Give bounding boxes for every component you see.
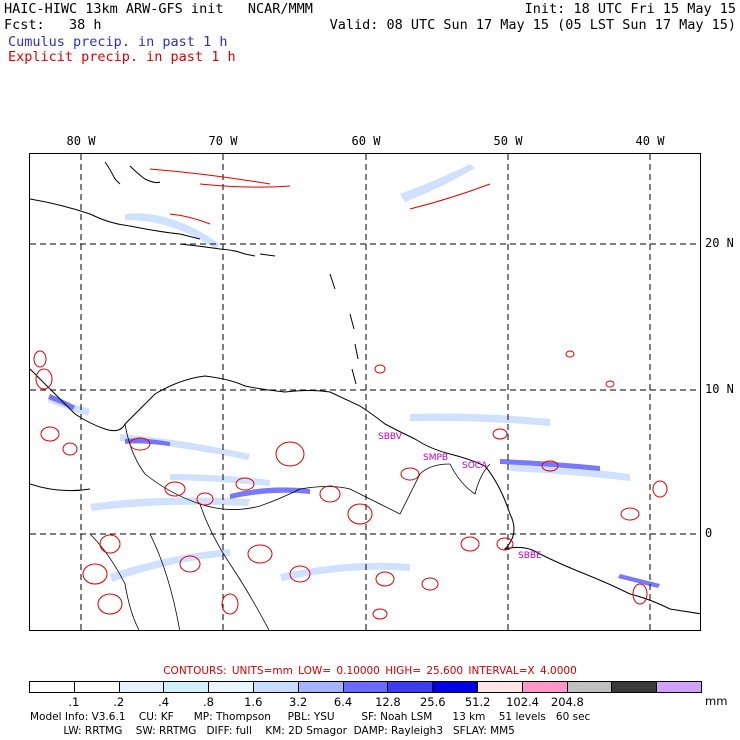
colorbar-swatch (343, 682, 389, 692)
lat-label-10n: 10 N (705, 382, 734, 396)
station-label-soca: SOCA (462, 461, 488, 471)
colorbar-tick-label: 3.2 (289, 695, 308, 709)
colorbar-swatch (522, 682, 568, 692)
colorbar-tick-label: 25.6 (419, 695, 446, 709)
lat-label-20n: 20 N (705, 236, 734, 250)
coastlines (30, 161, 700, 615)
lon-label-40w: 40 W (635, 134, 665, 148)
cumulus-precip-shading (48, 164, 630, 582)
explicit-precip-contours (33, 168, 668, 620)
colorbar-swatch (567, 682, 613, 692)
colorbar-tick-label: .4 (158, 695, 170, 709)
colorbar-swatch (209, 682, 254, 692)
colorbar-swatch (612, 682, 658, 692)
colorbar (29, 681, 702, 693)
colorbar-swatch (253, 682, 299, 692)
colorbar-swatch (119, 682, 165, 692)
colorbar-swatch (388, 682, 434, 692)
colorbar-tick-label: .1 (68, 695, 80, 709)
station-label-smpb: SMPB (423, 453, 448, 463)
colorbar-tick-label: 12.8 (375, 695, 401, 709)
colorbar-swatch (433, 682, 478, 692)
colorbar-tick-label: 6.4 (333, 695, 353, 709)
colorbar-tick-label: 1.6 (244, 695, 263, 709)
colorbar-swatch (657, 682, 701, 692)
cumulus-precip-strong (48, 394, 660, 588)
legend-cumulus: Cumulus precip. in past 1 h (8, 34, 228, 50)
map-panel: SBBV SMPB SOCA SBBE (29, 153, 701, 631)
lon-label-80w: 80 W (66, 134, 96, 148)
model-info-line2: LW: RRTMG SW: RRTMG DIFF: full KM: 2D Sm… (30, 725, 515, 737)
colorbar-tick-label: .8 (202, 695, 214, 709)
station-label-sbbe: SBBE (518, 551, 542, 561)
lat-label-0: 0 (705, 526, 713, 540)
forecast-hour: Fcst: 38 h (4, 17, 102, 33)
model-info-line1: Model Info: V3.6.1 CU: KF MP: Thompson P… (30, 711, 591, 723)
map-canvas: SBBV SMPB SOCA SBBE (30, 154, 700, 630)
lat-lon-grid (30, 154, 700, 630)
colorbar-swatch (298, 682, 344, 692)
header-title: HAIC-HIWC 13km ARW-GFS init NCAR/MMM (4, 1, 313, 17)
contours-info: CONTOURS: UNITS=mm LOW= 0.10000 HIGH= 25… (163, 665, 577, 677)
colorbar-swatch (74, 682, 120, 692)
colorbar-swatch (164, 682, 210, 692)
colorbar-swatch (30, 682, 75, 692)
colorbar-swatch (477, 682, 523, 692)
colorbar-tick-label: 51.2 (464, 695, 491, 709)
colorbar-tick-label: 204.8 (550, 695, 584, 709)
init-time: Init: 18 UTC Fri 15 May 15 (524, 1, 736, 17)
colorbar-tick-label: .2 (113, 695, 125, 709)
station-label-sbbv: SBBV (378, 432, 403, 442)
legend-explicit: Explicit precip. in past 1 h (8, 49, 236, 65)
colorbar-units: mm (705, 694, 728, 708)
valid-time: Valid: 08 UTC Sun 17 May 15 (05 LST Sun … (329, 17, 736, 33)
lon-label-70w: 70 W (208, 134, 238, 148)
colorbar-tick-label: 102.4 (506, 695, 539, 709)
lon-label-50w: 50 W (493, 134, 523, 148)
lon-label-60w: 60 W (351, 134, 381, 148)
